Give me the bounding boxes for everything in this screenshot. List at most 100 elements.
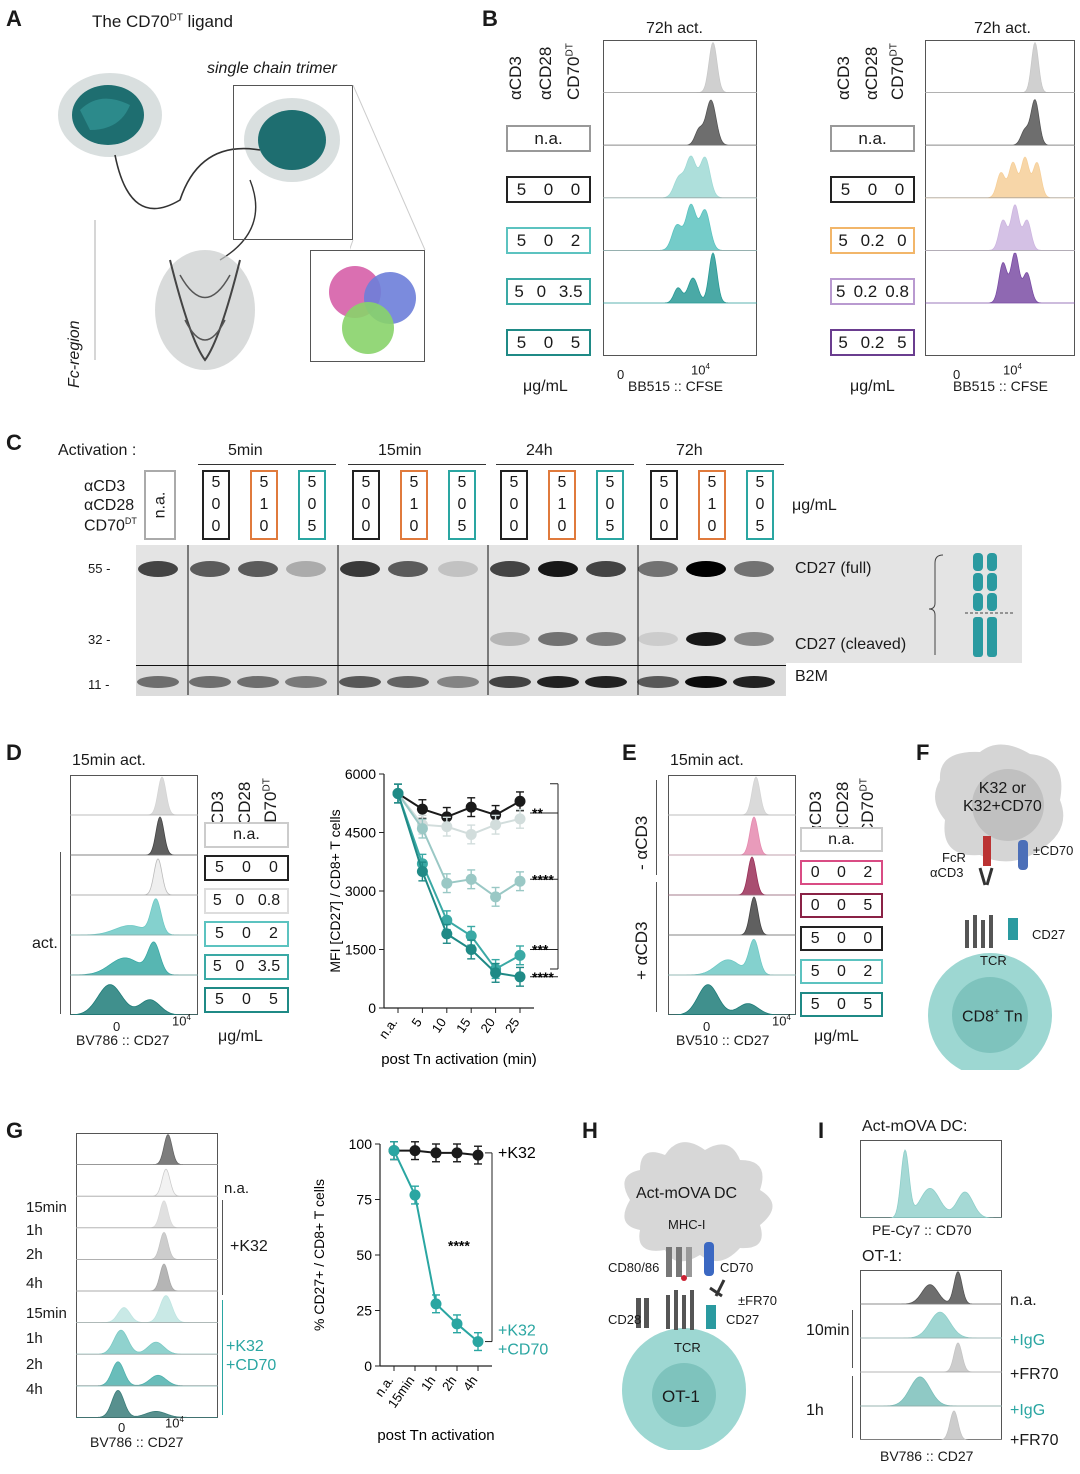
condition-acd3: 5	[810, 929, 820, 947]
d-unit: μg/mL	[218, 1028, 263, 1045]
condition-box: n.a.	[506, 125, 591, 152]
row-sup: DT	[124, 516, 137, 526]
condition-acd28: 0	[837, 962, 846, 980]
i-dc-xaxis: PE-Cy7 :: CD70	[872, 1222, 972, 1238]
blot-band-full	[490, 561, 530, 577]
histogram-curve	[860, 1149, 1002, 1218]
blot-band-b2m	[585, 676, 627, 688]
condition-cd70: 0	[863, 929, 873, 947]
g-xaxis: BV786 :: CD27	[90, 1434, 184, 1450]
g-tick-0: 0	[118, 1420, 126, 1435]
d-header: 15min act.	[72, 752, 146, 769]
g-tick-4: 104	[165, 1415, 184, 1430]
y-tick-label: 50	[356, 1247, 372, 1263]
series-label-k32: +K32	[498, 1145, 536, 1162]
series-line	[397, 792, 521, 836]
blot-band-b2m	[285, 676, 327, 688]
x-tick-label: 2h	[439, 1373, 460, 1393]
histogram-curve	[76, 1231, 218, 1260]
sig-label: ****	[448, 1238, 470, 1254]
b-left-col-acd28: αCD28	[536, 46, 555, 100]
e-histograms	[668, 776, 796, 1015]
histogram-curve	[925, 204, 1075, 251]
data-point	[451, 1318, 463, 1330]
b-left-tick-4: 104	[691, 362, 710, 377]
f-acd3: αCD3	[930, 865, 964, 880]
activation-label: Activation :	[58, 442, 137, 459]
lane-value: 5	[605, 518, 615, 535]
histogram-curve	[603, 203, 757, 251]
panel-b-label: B	[482, 6, 498, 31]
condition-acd3: 5	[836, 281, 846, 301]
e-tick-0: 0	[703, 1019, 711, 1034]
histogram-curve	[76, 1389, 218, 1418]
blot-band-cleaved	[734, 632, 774, 646]
data-point	[465, 944, 477, 955]
condition-box: n.a.	[830, 125, 915, 152]
data-point	[472, 1336, 484, 1348]
i-dc-title: Act-mOVA DC:	[862, 1118, 968, 1135]
e-plus-bracket	[656, 882, 657, 1012]
condition-acd28: 0	[235, 892, 245, 909]
g-group2-l1: +K32	[226, 1338, 264, 1355]
c-row-acd3: αCD3	[84, 478, 126, 495]
i-row-label: +IgG	[1010, 1332, 1046, 1349]
y-axis-label: % CD27+ / CD8+ T cells	[311, 1179, 327, 1331]
c-timepoint-label: 24h	[526, 442, 553, 459]
histogram-curve	[860, 1410, 1002, 1440]
condition-cd70: 0	[897, 230, 907, 250]
tick-text: 10	[172, 1013, 187, 1029]
g-histograms	[76, 1134, 218, 1418]
condition-cd70: 2	[863, 962, 873, 980]
condition-na: n.a.	[534, 128, 563, 148]
x-tick-label: 1h	[418, 1373, 439, 1393]
condition-cd70: 2	[570, 230, 581, 250]
band-cd27-full: CD27 (full)	[795, 560, 872, 577]
lane-value: 0	[659, 496, 669, 513]
c-lane-box: 5 1 0	[548, 470, 576, 540]
y-tick-label: 75	[356, 1192, 372, 1208]
lane-value: 0	[259, 518, 269, 535]
blot-band-cleaved	[638, 632, 678, 646]
x-axis-label: post Tn activation (min)	[381, 1051, 537, 1068]
histogram-curve	[76, 1295, 218, 1323]
h-cd8086: CD80/86	[608, 1260, 660, 1275]
lane-value: 0	[211, 496, 221, 513]
c-lane-box: 5 0 5	[596, 470, 624, 540]
lane-value: 5	[659, 474, 669, 491]
band-cd27-cleaved: CD27 (cleaved)	[795, 636, 907, 653]
col-sup: DT	[564, 43, 576, 57]
col-text: CD70	[888, 56, 907, 100]
c-timepoint-label: 72h	[676, 442, 703, 459]
condition-na: n.a.	[858, 128, 887, 148]
sig-label: **	[532, 805, 543, 821]
c-lane-box: 5 0 0	[202, 470, 230, 540]
data-point	[490, 891, 502, 903]
h-fr70: ±FR70	[738, 1293, 777, 1308]
blot-band-full	[438, 561, 478, 577]
data-point	[514, 971, 526, 983]
h-dc: Act-mOVA DC	[636, 1185, 738, 1202]
c-na-box: n.a.	[144, 470, 176, 540]
condition-cd70: 5	[863, 896, 873, 914]
blot-band-full	[538, 561, 578, 577]
f-schematic	[928, 744, 1064, 1070]
x-tick-label: n.a.	[376, 1015, 401, 1041]
i-row-label: +FR70	[1010, 1366, 1059, 1383]
condition-cd70: 0	[269, 859, 278, 876]
panel-i-label: I	[818, 1118, 825, 1143]
h-mhc: MHC-I	[668, 1217, 706, 1232]
i-row-label: +IgG	[1010, 1402, 1046, 1419]
condition-box: 5 0 3.5	[506, 278, 591, 305]
blot-band-b2m	[339, 676, 381, 688]
g-row-label: 4h	[26, 1381, 43, 1398]
condition-acd3: 5	[215, 925, 224, 942]
histogram-curve	[70, 898, 198, 936]
condition-acd3: 0	[810, 863, 820, 881]
b-left-xaxis: BB515 :: CFSE	[628, 378, 723, 394]
